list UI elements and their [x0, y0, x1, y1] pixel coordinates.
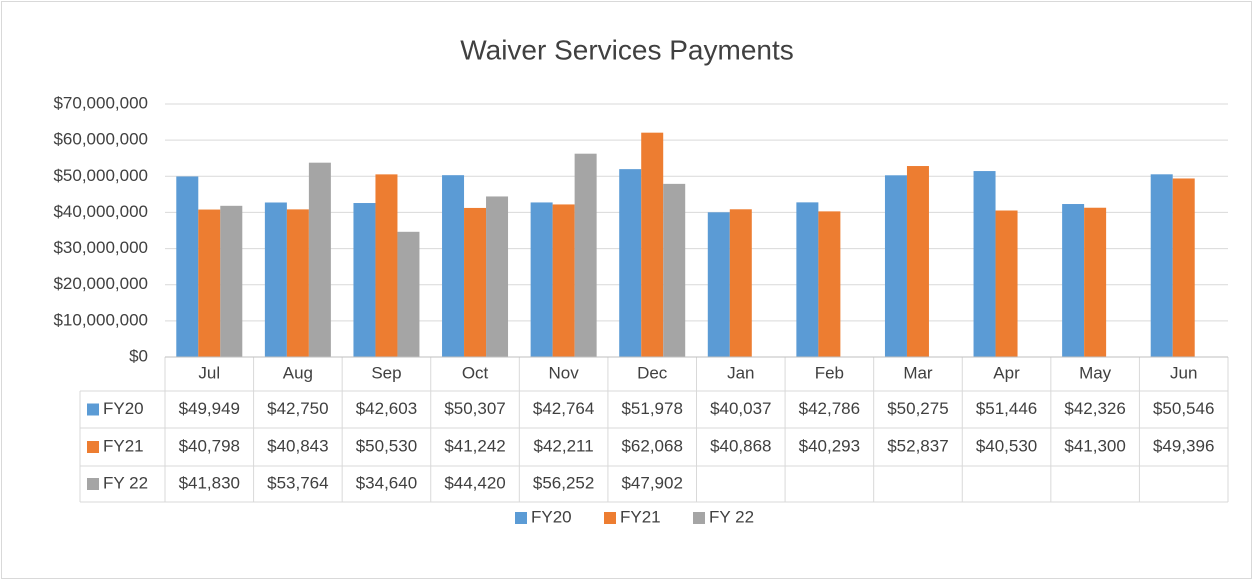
x-tick-label: May — [1079, 363, 1112, 382]
bar — [995, 210, 1018, 357]
bar — [1172, 178, 1195, 357]
x-tick-label: Sep — [371, 363, 401, 382]
bar — [1084, 207, 1107, 357]
x-tick-label: Aug — [283, 363, 313, 382]
bar — [663, 183, 686, 357]
table-cell: $42,750 — [267, 399, 328, 418]
y-tick-label: $40,000,000 — [53, 202, 148, 221]
bar — [729, 209, 752, 357]
table-row-header: FY 22 — [103, 473, 148, 492]
y-tick-label: $70,000,000 — [53, 93, 148, 112]
legend-key — [515, 512, 527, 524]
table-cell: $51,446 — [976, 399, 1037, 418]
bar — [442, 175, 465, 357]
legend-label: FY21 — [620, 507, 661, 526]
table-cell: $51,978 — [621, 399, 682, 418]
bar — [176, 176, 199, 357]
y-tick-label: $10,000,000 — [53, 310, 148, 329]
bar — [796, 202, 819, 357]
bar — [353, 203, 376, 357]
bar — [973, 171, 996, 357]
table-cell: $42,211 — [534, 436, 594, 455]
legend-key — [693, 512, 705, 524]
bar — [397, 231, 420, 357]
y-tick-label: $0 — [129, 346, 148, 365]
table-cell: $40,037 — [710, 399, 771, 418]
legend-label: FY20 — [531, 507, 572, 526]
bar — [818, 211, 841, 357]
table-legend-key — [87, 478, 99, 490]
table-cell: $50,530 — [356, 436, 417, 455]
legend-label: FY 22 — [709, 507, 754, 526]
table-cell: $50,275 — [887, 399, 948, 418]
table-row-header: FY21 — [103, 436, 144, 455]
bar — [552, 204, 575, 357]
table-cell: $40,843 — [267, 436, 328, 455]
table-cell: $52,837 — [887, 436, 948, 455]
x-tick-label: Oct — [462, 363, 489, 382]
bar — [641, 132, 664, 357]
bar — [286, 209, 309, 357]
table-cell: $40,868 — [710, 436, 771, 455]
x-tick-label: Jun — [1170, 363, 1197, 382]
table-cell: $49,949 — [179, 399, 240, 418]
bar — [264, 202, 287, 357]
table-cell: $42,786 — [799, 399, 860, 418]
table-cell: $44,420 — [444, 473, 505, 492]
legend-key — [604, 512, 616, 524]
table-legend-key — [87, 441, 99, 453]
bar — [884, 175, 907, 357]
x-tick-label: Jul — [198, 363, 220, 382]
x-tick-label: Feb — [815, 363, 844, 382]
x-tick-label: Mar — [903, 363, 933, 382]
table-cell: $42,764 — [533, 399, 594, 418]
chart-title: Waiver Services Payments — [460, 34, 794, 65]
bar — [375, 174, 398, 357]
bar — [1062, 204, 1085, 357]
bar — [530, 202, 553, 357]
table-cell: $50,307 — [444, 399, 505, 418]
table-cell: $40,530 — [976, 436, 1037, 455]
x-tick-label: Nov — [549, 363, 580, 382]
x-tick-label: Jan — [727, 363, 754, 382]
table-cell: $40,798 — [179, 436, 240, 455]
bar — [707, 212, 730, 357]
table-cell: $41,830 — [179, 473, 240, 492]
y-tick-label: $50,000,000 — [53, 166, 148, 185]
table-cell: $34,640 — [356, 473, 417, 492]
bar — [464, 207, 487, 357]
table-cell: $53,764 — [267, 473, 328, 492]
table-cell: $49,396 — [1153, 436, 1214, 455]
y-tick-label: $20,000,000 — [53, 274, 148, 293]
table-cell: $42,603 — [356, 399, 417, 418]
table-cell: $41,242 — [444, 436, 505, 455]
y-tick-label: $30,000,000 — [53, 238, 148, 257]
bar — [220, 205, 243, 357]
table-cell: $40,293 — [799, 436, 860, 455]
bar — [619, 169, 642, 357]
table-cell: $56,252 — [533, 473, 594, 492]
x-tick-label: Dec — [637, 363, 668, 382]
bar — [308, 162, 331, 357]
bar — [198, 209, 221, 357]
y-tick-label: $60,000,000 — [53, 130, 148, 149]
table-cell: $41,300 — [1064, 436, 1125, 455]
bar — [906, 166, 929, 357]
table-cell: $42,326 — [1064, 399, 1125, 418]
x-tick-label: Apr — [993, 363, 1020, 382]
bar — [574, 153, 597, 357]
table-cell: $62,068 — [621, 436, 682, 455]
bar — [1150, 174, 1173, 357]
table-cell: $50,546 — [1153, 399, 1214, 418]
table-cell: $47,902 — [621, 473, 682, 492]
bar — [486, 196, 509, 357]
table-legend-key — [87, 403, 99, 416]
table-row-header: FY20 — [103, 399, 144, 418]
